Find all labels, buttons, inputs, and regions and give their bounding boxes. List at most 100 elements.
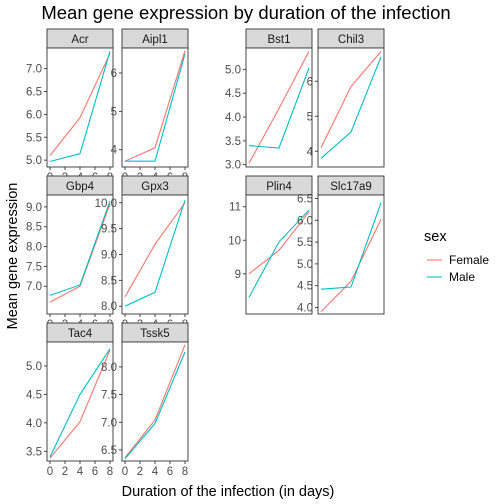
- y-tick-label: 5.5: [297, 237, 313, 249]
- series-line-female: [124, 50, 186, 162]
- legend-title: sex: [424, 229, 447, 245]
- y-tick-label: 9.0: [26, 202, 42, 214]
- y-tick-label: 5.5: [26, 132, 42, 144]
- y-tick-label: 5.0: [26, 361, 42, 373]
- x-tick-label: 8: [182, 466, 188, 478]
- series-line-female: [124, 202, 186, 298]
- facet-panel-border: [46, 194, 114, 315]
- y-tick-label: 8.0: [101, 362, 117, 374]
- y-tick-label: 11: [229, 202, 241, 214]
- series-line-female: [248, 211, 310, 275]
- x-axis-label: Duration of the infection (in days): [122, 484, 335, 500]
- y-tick-label: 7.5: [26, 261, 42, 273]
- y-axis-label: Mean gene expression: [5, 183, 21, 330]
- y-tick-label: 6.5: [101, 445, 117, 457]
- y-tick-label: 5.0: [225, 64, 241, 76]
- y-tick-label: 6: [307, 76, 313, 88]
- facet-panel-border: [317, 194, 385, 315]
- facet-strip-label: Slc17a9: [330, 181, 372, 193]
- series-line-female: [248, 51, 310, 164]
- x-tick-label: 0: [122, 466, 128, 478]
- facet-strip-label: Plin4: [266, 181, 292, 193]
- facet-panel-bst1: Bst1 3.0 3.5 4.0 4.5 5.0: [225, 28, 313, 172]
- series-line-male: [49, 51, 111, 163]
- y-tick-label: 3.5: [26, 446, 42, 458]
- series-line-male: [125, 53, 186, 162]
- y-tick-label: 7.0: [26, 64, 42, 76]
- facet-panel-border: [121, 341, 189, 462]
- y-tick-label: 8.5: [26, 222, 42, 234]
- facet-panel-slc17a9: Slc17a9 4.0 4.5 5.0 5.5 6.0 6.5: [297, 175, 385, 315]
- facet-strip-label: Gbp4: [66, 181, 95, 193]
- x-tick-label: 2: [137, 466, 143, 478]
- y-tick-label: 8.5: [101, 275, 117, 287]
- y-tick-label: 6.0: [26, 109, 42, 121]
- facet-panel-tac4: Tac4 3.5 4.0 4.5 5.0 0 2 4 6 8: [26, 322, 114, 478]
- series-line-male: [320, 56, 382, 159]
- facet-strip-label: Chil3: [338, 34, 364, 46]
- y-tick-label: 3.0: [225, 160, 241, 172]
- y-tick-label: 7.0: [26, 281, 42, 293]
- facet-strip-label: Tac4: [68, 328, 93, 340]
- legend: sex Female Male: [424, 229, 489, 284]
- series-line-male: [248, 67, 310, 149]
- series-line-male: [124, 351, 186, 460]
- y-tick-label: 5.0: [26, 155, 42, 167]
- facet-strip-label: Tssk5: [140, 328, 169, 340]
- y-tick-label: 4.5: [225, 88, 241, 100]
- facet-panel-aipl1: Aipl145602468: [111, 28, 189, 184]
- y-tick-label: 8.0: [26, 242, 42, 254]
- series-line-female: [49, 53, 111, 156]
- y-tick-label: 10: [228, 235, 241, 247]
- y-tick-label: 7.0: [101, 417, 117, 429]
- y-tick-label: 6: [111, 68, 117, 80]
- y-tick-label: 5: [307, 111, 313, 123]
- facet-strip-label: Acr: [71, 34, 88, 46]
- y-tick-label: 6.0: [297, 215, 313, 227]
- x-tick-label: 8: [107, 466, 113, 478]
- facet-panel-border: [317, 47, 385, 168]
- facet-panel-border: [121, 47, 189, 168]
- y-tick-label: 5: [111, 106, 117, 118]
- series-line-male: [49, 200, 111, 296]
- facet-panel-border: [46, 47, 114, 168]
- y-tick-label: 4.0: [26, 418, 42, 430]
- y-tick-label: 6.5: [297, 193, 313, 205]
- y-tick-label: 10.0: [95, 198, 117, 210]
- facet-strip-label: Aipl1: [142, 34, 168, 46]
- x-tick-label: 6: [92, 466, 98, 478]
- series-line-female: [124, 344, 186, 459]
- facet-strip-label: Gpx3: [141, 181, 169, 193]
- series-line-male: [124, 200, 186, 307]
- facet-strip-label: Bst1: [267, 34, 290, 46]
- legend-label-male: Male: [449, 270, 475, 284]
- series-line-female: [320, 51, 382, 149]
- y-tick-label: 8.0: [101, 301, 117, 313]
- y-tick-label: 3.5: [225, 136, 241, 148]
- y-tick-label: 6.5: [26, 86, 42, 98]
- y-tick-label: 4.5: [26, 389, 42, 401]
- series-line-male: [248, 209, 310, 298]
- facet-panel-chil3: Chil3 4 5 6: [307, 28, 385, 168]
- y-tick-label: 7.5: [101, 390, 117, 402]
- x-tick-label: 4: [152, 466, 159, 478]
- y-tick-label: 5.0: [297, 259, 313, 271]
- series-line-female: [49, 203, 111, 303]
- y-tick-label: 4.0: [297, 302, 313, 314]
- y-tick-label: 9.5: [101, 224, 117, 236]
- chart-title: Mean gene expression by duration of the …: [41, 2, 450, 23]
- facet-panels: Acr5.05.56.06.57.002468Aipl145602468Bst1…: [26, 28, 385, 478]
- legend-label-female: Female: [449, 253, 489, 267]
- y-tick-label: 4.0: [225, 112, 241, 124]
- y-tick-label: 9.0: [101, 250, 117, 262]
- x-tick-label: 0: [47, 466, 53, 478]
- x-tick-label: 4: [77, 466, 84, 478]
- facet-panel-border: [245, 194, 313, 315]
- x-tick-label: 6: [167, 466, 173, 478]
- y-tick-label: 4: [307, 146, 314, 158]
- facet-panel-border: [121, 194, 189, 315]
